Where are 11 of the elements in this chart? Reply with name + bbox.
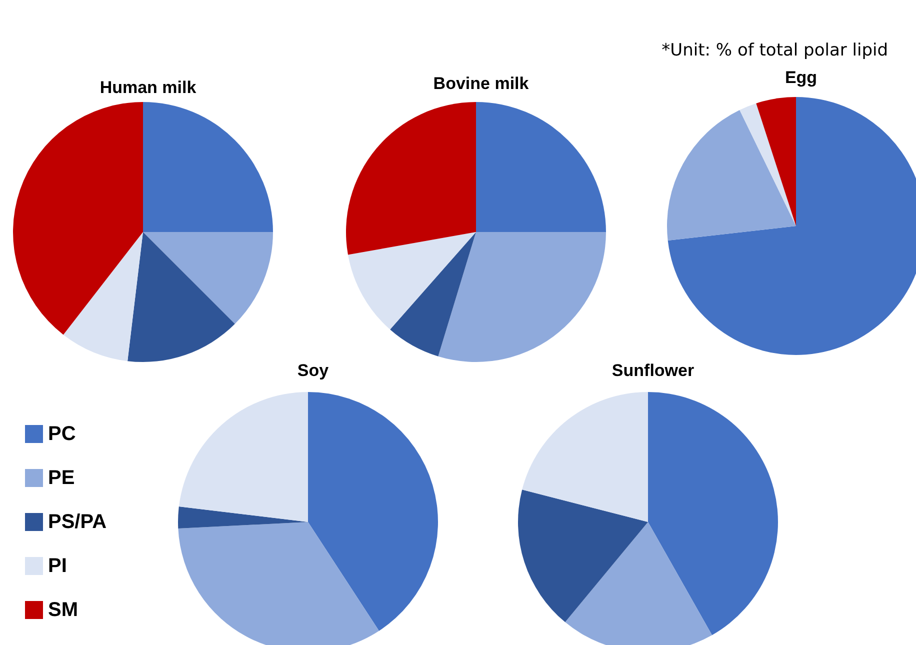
legend-label: SM [48, 599, 78, 621]
slice-label: Bovine milk [433, 74, 530, 93]
slice-label: Egg [784, 68, 818, 87]
legend-label: PI [48, 555, 67, 577]
slice-label: Soy [297, 361, 330, 380]
legend-label: PE [48, 467, 75, 489]
legend-label: PS/PA [48, 511, 107, 533]
legend-label: PC [48, 423, 76, 445]
slice-label: Sunflower [612, 361, 694, 380]
slice-label: Human milk [100, 78, 197, 97]
text: *Unit: % of total polar lipid [662, 40, 888, 60]
